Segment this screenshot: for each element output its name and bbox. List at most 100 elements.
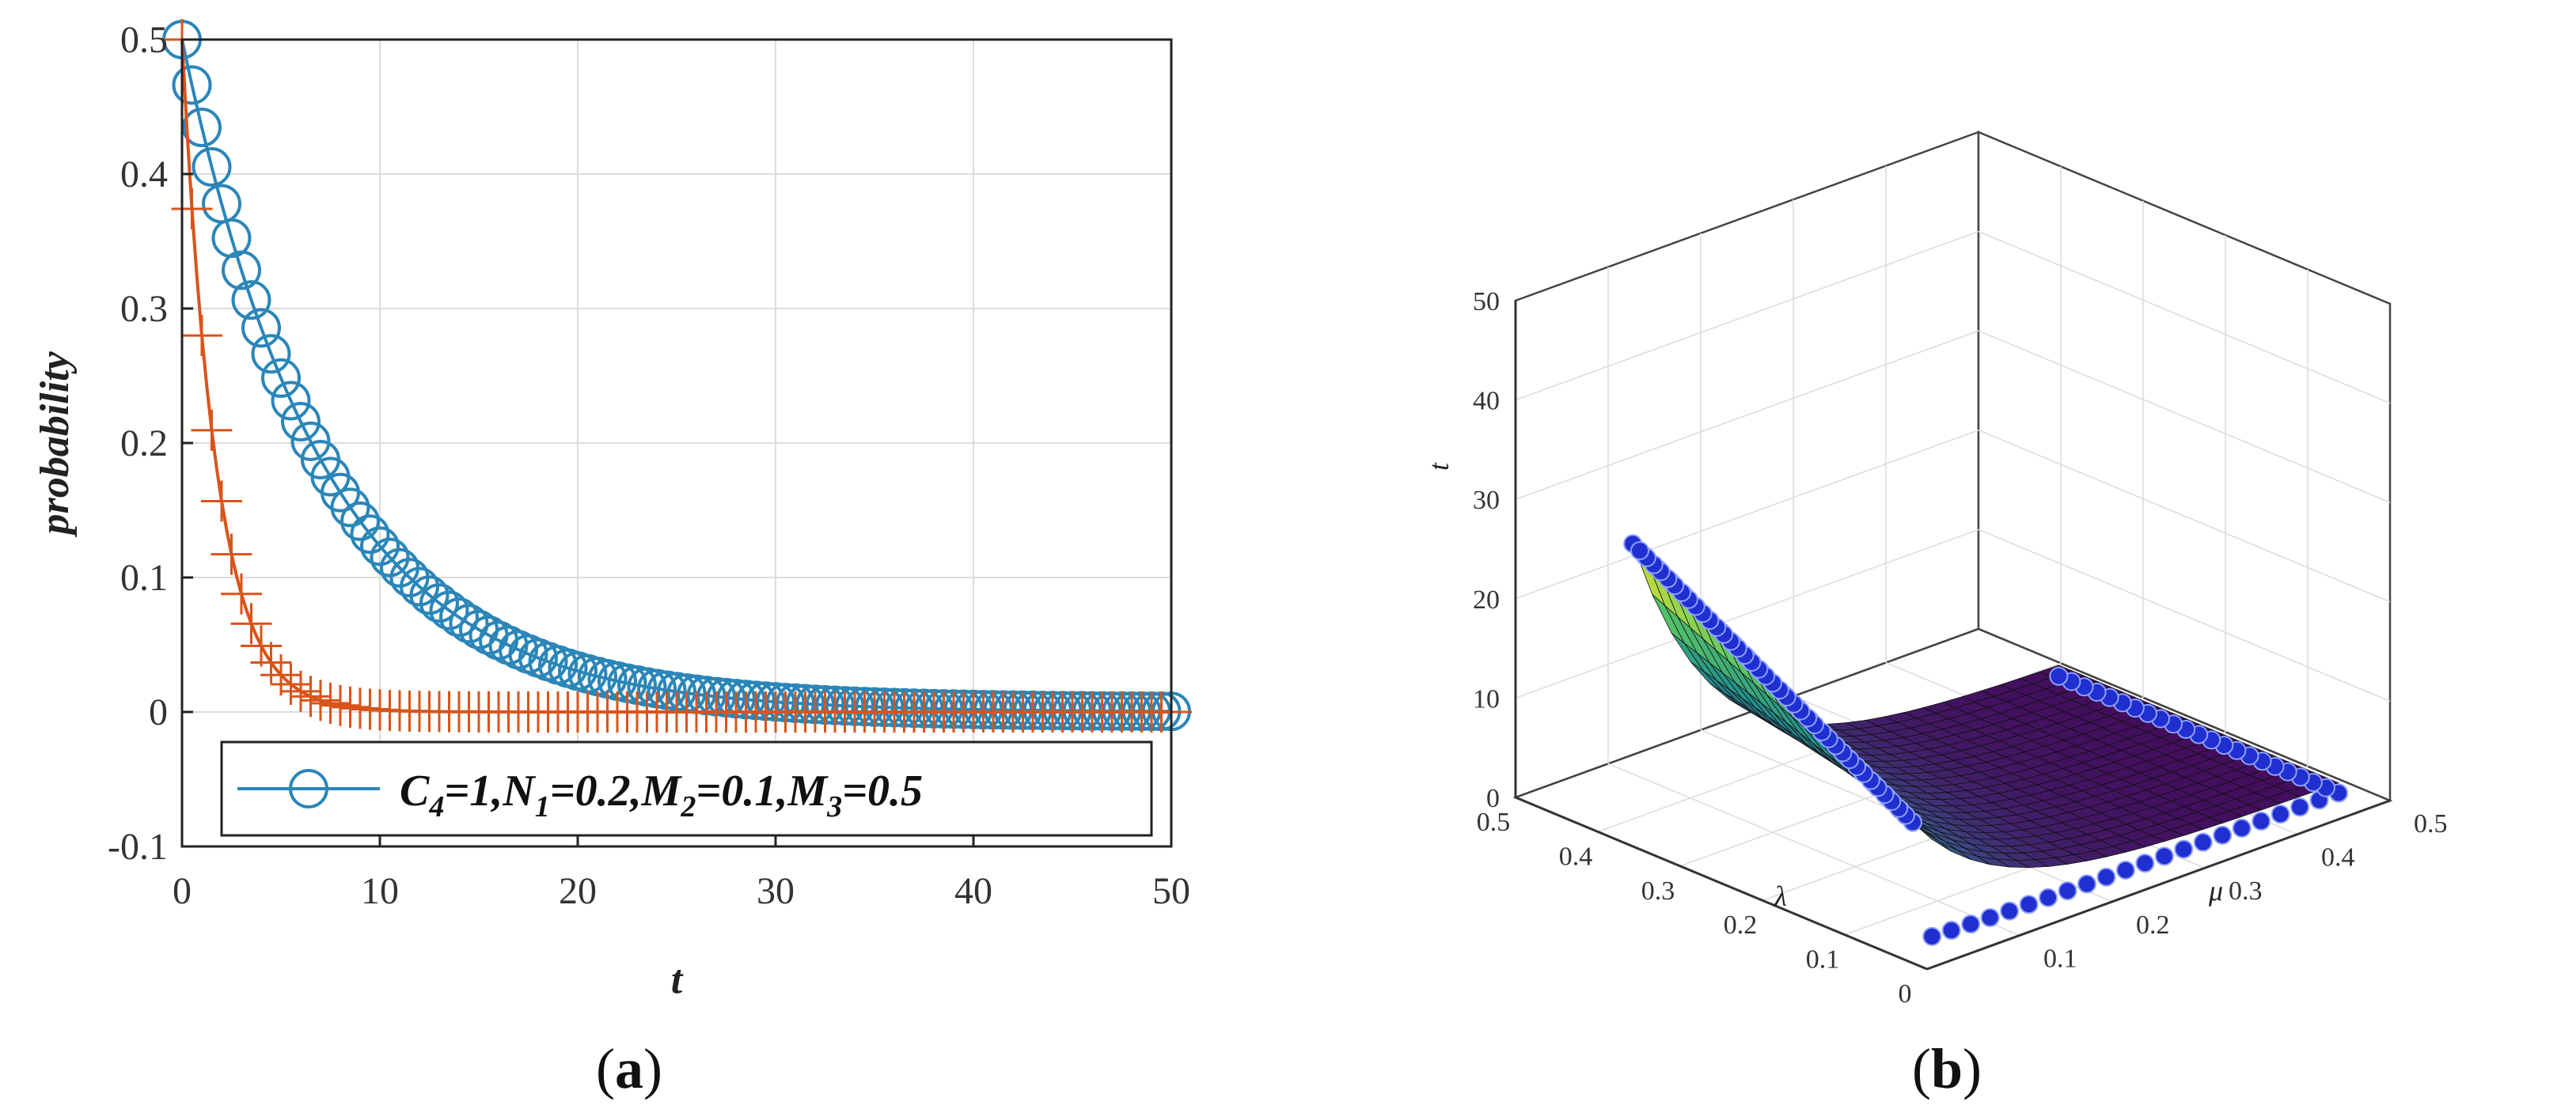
boundary-marker — [2096, 867, 2116, 887]
data-point — [192, 147, 232, 187]
legend-text-part: =0.1,M — [696, 767, 829, 816]
mu-tick-label: 0.5 — [2414, 809, 2448, 839]
data-point — [270, 664, 312, 706]
boundary-marker — [1630, 541, 1650, 561]
lambda-tick-label: 0.5 — [1477, 808, 1511, 837]
boundary-marker — [2154, 846, 2174, 866]
boundary-marker — [1980, 907, 2000, 927]
data-point — [181, 315, 222, 357]
x-tick-label: 20 — [559, 870, 597, 912]
x-tick-label: 30 — [757, 870, 795, 912]
z-tick-label: 40 — [1473, 387, 1500, 416]
data-point — [191, 409, 233, 451]
boundary-marker — [2174, 839, 2194, 859]
mu-tick-label: 0.4 — [2321, 843, 2355, 873]
data-point — [182, 108, 222, 148]
grid-line-3d — [1515, 330, 1979, 500]
data-point — [370, 537, 410, 577]
legend-subscript: 4 — [428, 790, 444, 824]
panel-a-y-axis-label: probability — [32, 351, 78, 538]
grid-line-3d — [1515, 528, 1979, 699]
boundary-marker — [2213, 825, 2233, 845]
boundary-marker — [2193, 832, 2213, 852]
grid-line-3d — [1978, 430, 2391, 603]
grid-line-3d — [1978, 528, 2391, 702]
data-point — [329, 686, 371, 728]
panel-a-ticks: 0 10 20 30 40 50-0.100.10.20.30.40.5 — [108, 19, 1190, 912]
data-point — [309, 683, 351, 725]
x-tick-label: 0 — [173, 870, 192, 912]
legend-marker-circle — [289, 769, 328, 808]
panel-b-ticks: 0 10 20 30 40 50 0 0.1 0.2 0.3 0.4 0.5 0.1 0.2 0.3 0.4 0… — [1473, 287, 2448, 1009]
data-point — [281, 402, 321, 442]
y-tick-label: 0.5 — [120, 19, 168, 61]
boundary-marker — [2019, 895, 2039, 914]
y-tick-label: 0.1 — [120, 557, 168, 599]
panel-b-y-axis-label: λ — [1774, 880, 1787, 912]
boundary-marker — [2271, 805, 2290, 824]
z-tick-label: 0 — [1486, 784, 1500, 813]
panel-a-series-group — [161, 19, 1192, 733]
panel-b-x-axis-label: μ — [2208, 875, 2223, 907]
panel-b-caption-letter: b — [1931, 1037, 1963, 1100]
data-point — [320, 684, 361, 726]
x-tick-label: 50 — [1152, 870, 1190, 912]
data-point — [290, 421, 331, 461]
data-point — [350, 514, 390, 555]
boundary-marker — [2115, 860, 2135, 880]
data-point — [231, 280, 271, 320]
data-point — [449, 604, 489, 644]
data-point — [250, 642, 292, 683]
data-point — [409, 575, 450, 615]
panel-b-walls — [1512, 131, 2393, 971]
legend-text-part: =1,N — [444, 767, 537, 816]
z-tick-label: 50 — [1473, 287, 1500, 316]
y-tick-label: 0.4 — [120, 153, 168, 195]
panel-a-caption: (a) — [596, 1037, 662, 1100]
boundary-marker — [2000, 901, 2020, 921]
panel-b-caption: (b) — [1912, 1037, 1982, 1100]
grid-line-3d — [1607, 763, 2020, 937]
z-tick-label: 20 — [1473, 585, 1500, 615]
data-point — [172, 65, 212, 105]
lambda-tick-label: 0.1 — [1806, 945, 1840, 975]
data-point — [241, 625, 282, 667]
data-point — [280, 670, 321, 712]
data-point — [261, 358, 301, 398]
data-point — [221, 573, 262, 615]
mu-tick-label: 0.2 — [2136, 911, 2170, 940]
panel-a-caption-letter: a — [615, 1037, 643, 1100]
boundary-marker — [2039, 888, 2058, 907]
lambda-tick-label: 0 — [1899, 979, 1912, 1009]
mu-tick-label: 0.3 — [2229, 877, 2263, 906]
lambda-axis-line — [1515, 796, 1928, 971]
legend-subscript: 1 — [535, 790, 550, 824]
data-point — [241, 308, 281, 348]
data-point — [271, 381, 311, 421]
legend-text-part: =0.5 — [842, 767, 923, 816]
boundary-marker — [2290, 797, 2310, 817]
y-tick-label: 0 — [149, 691, 168, 733]
data-point — [260, 654, 302, 696]
data-point — [360, 526, 400, 566]
panel-b-3d-surface-chart: 0 10 20 30 40 50 0 0.1 0.2 0.3 0.4 0.5 0.1 0.2 0.3 0.4 0… — [1423, 131, 2448, 1009]
panel-a-x-axis-label: t — [671, 957, 684, 1002]
boundary-marker — [1922, 926, 1942, 946]
data-point — [419, 583, 459, 623]
y-tick-label: 0.3 — [120, 288, 168, 330]
mu-tick-label: 0.1 — [2043, 944, 2077, 973]
data-point — [290, 676, 332, 718]
data-point — [300, 680, 341, 721]
boundary-marker — [2232, 818, 2252, 838]
panel-b-boundary-markers — [1623, 534, 2348, 946]
legend-entry-label: C4=1,N1=0.2,M2=0.1,M3=0.5 — [400, 767, 923, 824]
grid-line-3d — [1978, 230, 2391, 404]
data-point — [429, 590, 469, 630]
data-point — [222, 250, 261, 290]
boundary-marker — [2058, 881, 2077, 901]
x-tick-label: 10 — [361, 870, 399, 912]
boundary-marker — [2077, 874, 2096, 894]
data-point — [251, 334, 291, 374]
legend-subscript: 3 — [826, 790, 842, 824]
